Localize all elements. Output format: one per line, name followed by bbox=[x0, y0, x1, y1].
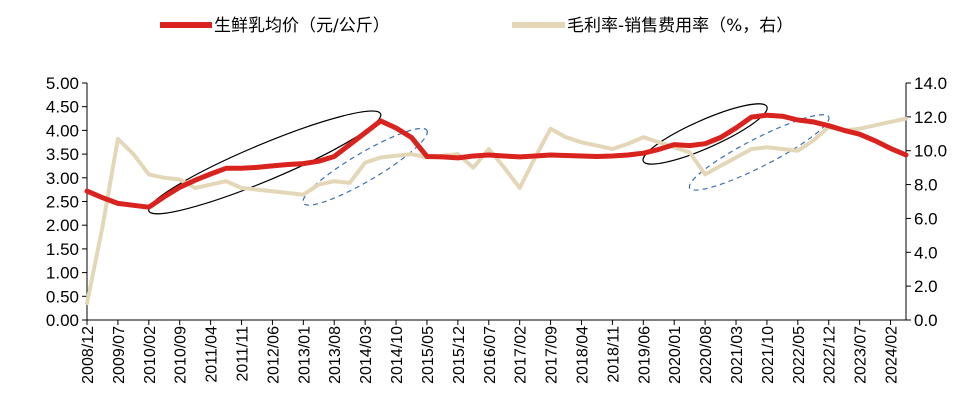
x-tick-label: 2013/01 bbox=[296, 326, 313, 384]
x-tick-label: 2013/08 bbox=[327, 326, 344, 384]
x-tick-label: 2009/07 bbox=[111, 326, 128, 384]
x-tick-label: 2021/10 bbox=[760, 326, 777, 384]
x-tick-label: 2015/12 bbox=[451, 326, 468, 384]
x-tick-label: 2022/12 bbox=[822, 326, 839, 384]
x-tick-label: 2012/06 bbox=[265, 326, 282, 384]
x-tick-label: 2016/07 bbox=[482, 326, 499, 384]
annotation-ellipse-dashed bbox=[302, 127, 428, 206]
x-tick-label: 2014/03 bbox=[358, 326, 375, 384]
series-line-price bbox=[84, 112, 909, 210]
x-tick-label: 2014/10 bbox=[389, 326, 406, 384]
legend: 生鲜乳均价（元/公斤） 毛利率-销售费用率（%，右） bbox=[160, 16, 793, 36]
x-tick-label: 2019/06 bbox=[636, 326, 653, 384]
annotations bbox=[148, 103, 830, 215]
x-tick-label: 2011/04 bbox=[204, 326, 221, 383]
y-left-tick-label: 0.00 bbox=[46, 311, 79, 330]
y-left-tick-label: 4.50 bbox=[46, 98, 79, 117]
x-tick-label: 2017/02 bbox=[513, 326, 530, 384]
x-tick-label: 2018/11 bbox=[605, 326, 622, 383]
y-right-tick-label: 6.0 bbox=[914, 209, 938, 228]
y-right-tick-label: 2.0 bbox=[914, 277, 938, 296]
axes: 0.00 0.50 1.00 1.50 2.00 2.50 3.00 3.50 4.00 4.50… bbox=[46, 74, 947, 384]
x-tick-label: 2024/02 bbox=[884, 326, 901, 384]
legend-label-price: 生鲜乳均价（元/公斤） bbox=[214, 16, 390, 36]
y-left-tick-label: 2.50 bbox=[46, 193, 79, 212]
x-tick-label: 2010/02 bbox=[142, 326, 159, 384]
x-tick-label: 2018/04 bbox=[574, 326, 591, 384]
y-right-tick-label: 14.0 bbox=[914, 74, 947, 93]
series-line-margin bbox=[85, 116, 908, 306]
y-right-tick-label: 0.0 bbox=[914, 311, 938, 330]
y-left-tick-label: 1.00 bbox=[46, 264, 79, 283]
y-left-tick-label: 4.00 bbox=[46, 121, 79, 140]
x-tick-label: 2017/09 bbox=[544, 326, 561, 384]
y-right-tick-label: 8.0 bbox=[914, 176, 938, 195]
y-right-tick-label: 12.0 bbox=[914, 108, 947, 127]
x-tick-label: 2020/01 bbox=[667, 326, 684, 384]
annotation-ellipse-solid bbox=[148, 110, 382, 215]
y-left-tick-label: 5.00 bbox=[46, 74, 79, 93]
annotation-ellipse-dashed bbox=[688, 114, 830, 191]
legend-label-margin: 毛利率-销售费用率（%，右） bbox=[567, 16, 793, 36]
y-left-tick-label: 3.00 bbox=[46, 169, 79, 188]
y-left-tick-label: 1.50 bbox=[46, 240, 79, 259]
series bbox=[84, 112, 909, 306]
y-left-tick-label: 0.50 bbox=[46, 287, 79, 306]
x-tick-label: 2022/05 bbox=[791, 326, 808, 384]
x-tick-label: 2021/03 bbox=[729, 326, 746, 384]
x-tick-label: 2010/09 bbox=[173, 326, 190, 384]
x-tick-label: 2011/11 bbox=[235, 326, 252, 382]
y-right-tick-label: 4.0 bbox=[914, 243, 938, 262]
y-left-tick-label: 3.50 bbox=[46, 145, 79, 164]
x-tick-label: 2008/12 bbox=[80, 326, 97, 384]
y-left-tick-label: 2.00 bbox=[46, 216, 79, 235]
x-tick-label: 2015/05 bbox=[420, 326, 437, 384]
x-tick-label: 2023/07 bbox=[853, 326, 870, 384]
y-right-tick-label: 10.0 bbox=[914, 142, 947, 161]
x-tick-label: 2020/08 bbox=[698, 326, 715, 384]
annotation-ellipse-solid bbox=[642, 103, 768, 165]
